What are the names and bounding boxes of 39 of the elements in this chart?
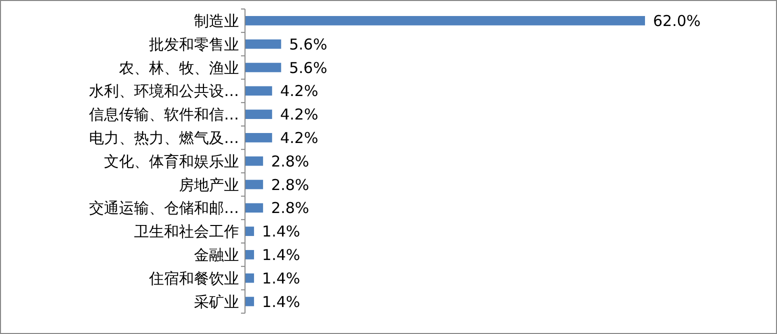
data-label: 4.2% [280,106,318,124]
y-tick-label: 交通运输、仓储和邮… [89,199,239,218]
bar [245,110,272,119]
bar [245,133,272,142]
bar [245,86,272,96]
y-tick-label: 农、林、牧、渔业 [119,58,239,77]
y-tick-label: 卫生和社会工作 [134,222,239,241]
bar [245,250,254,260]
y-tick-label: 电力、热力、燃气及… [89,128,239,147]
data-label: 4.2% [280,128,318,147]
bar [245,16,645,26]
y-tick-label: 制造业 [194,12,239,30]
y-tick-label: 房地产业 [179,176,239,194]
y-tick-label: 批发和零售业 [149,35,239,54]
y-tick-label: 住宿和餐饮业 [148,269,239,288]
bar [245,62,282,72]
data-label: 5.6% [289,35,328,54]
bar [245,203,264,213]
bar [245,226,254,236]
bar [245,273,254,283]
y-tick-label: 信息传输、软件和信… [89,106,239,124]
y-tick-label: 水利、环境和公共设… [89,82,239,100]
data-label: 1.4% [262,246,300,264]
bar [245,156,264,166]
data-label: 4.2% [280,82,318,100]
data-label: 1.4% [262,269,300,288]
data-label: 2.8% [271,176,310,194]
bar [245,180,264,190]
data-label: 62.0% [653,12,701,30]
data-label: 2.8% [271,152,310,170]
data-label: 5.6% [289,58,328,77]
data-label: 2.8% [271,199,310,218]
y-tick-label: 文化、体育和娱乐业 [104,152,239,170]
data-label: 1.4% [262,222,300,241]
data-label: 1.4% [262,292,300,311]
y-tick-label: 采矿业 [194,292,239,311]
bar [245,296,254,306]
y-tick-label: 金融业 [194,246,239,264]
bar [245,39,282,49]
